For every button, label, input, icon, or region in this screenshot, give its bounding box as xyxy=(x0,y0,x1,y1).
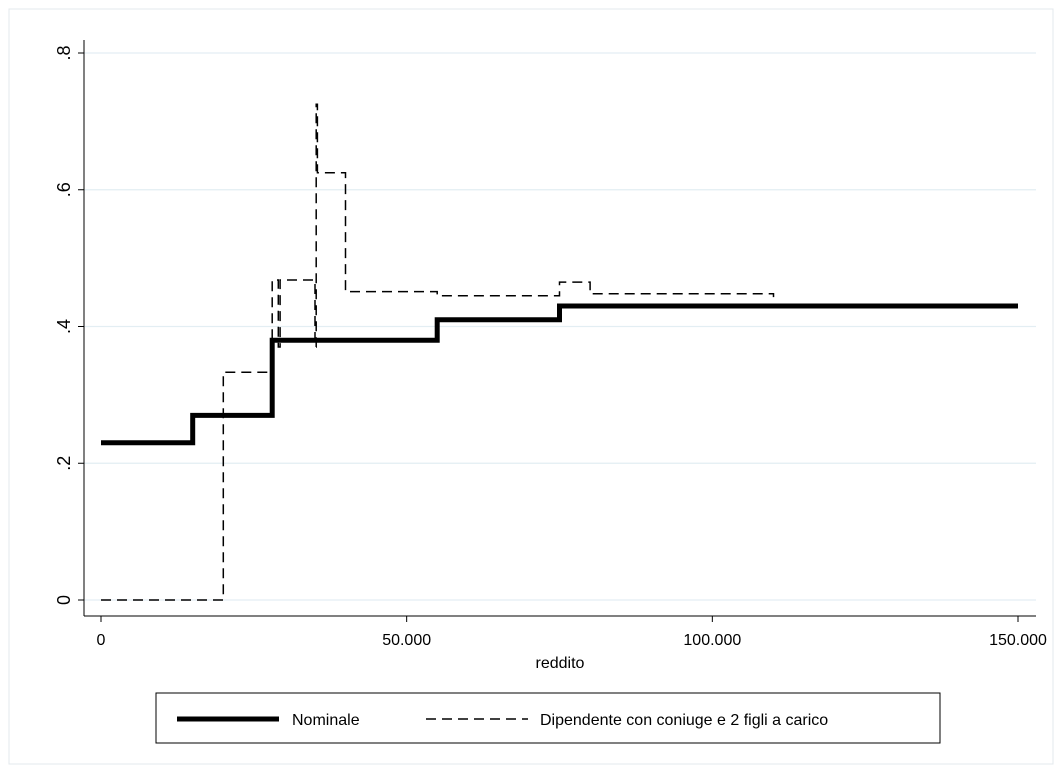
series-line-nominale xyxy=(101,303,1018,446)
x-tick-label-2: 100.000 xyxy=(683,632,741,649)
chart-background xyxy=(8,8,1054,765)
series-group xyxy=(101,103,1018,601)
y-tick-label-0: 0 xyxy=(54,595,74,605)
x-tick-label-1: 50.000 xyxy=(382,632,431,649)
legend-label-dipendente: Dipendente con coniuge e 2 figli a caric… xyxy=(540,712,828,729)
y-tick-label-1: .2 xyxy=(54,456,74,471)
legend-label-nominale: Nominale xyxy=(292,712,360,729)
x-tick-label-3: 150.000 xyxy=(989,632,1047,649)
series-line-dipendente xyxy=(101,103,775,601)
x-tick-label-0: 0 xyxy=(97,632,106,649)
gridlines xyxy=(84,52,1036,601)
y-tick-label-2: .4 xyxy=(54,319,74,334)
x-axis-label: reddito xyxy=(536,655,585,672)
axes: 0 .2 .4 .6 .8 0 50.000 100.000 150.000 xyxy=(54,40,1047,649)
y-tick-label-4: .8 xyxy=(54,45,74,60)
legend-box xyxy=(155,692,941,744)
y-tick-label-3: .6 xyxy=(54,182,74,197)
legend: Nominale Dipendente con coniuge e 2 figl… xyxy=(155,692,941,744)
